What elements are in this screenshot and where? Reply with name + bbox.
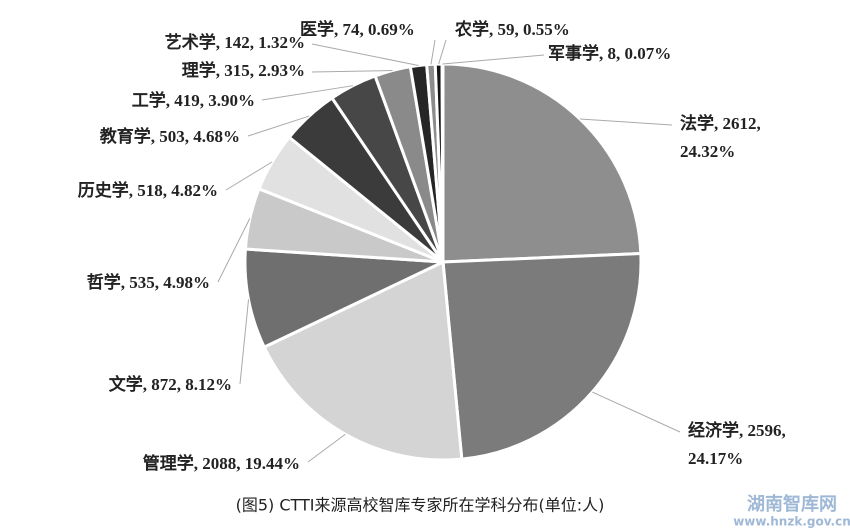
pie-slice: [243, 247, 449, 350]
leader-line: [592, 391, 681, 433]
leader-line: [442, 54, 545, 65]
data-label: 历史学, 518, 4.82%: [78, 180, 218, 200]
data-label: 农学, 59, 0.55%: [454, 19, 570, 39]
leader-line: [430, 39, 436, 65]
data-label: 教育学, 503, 4.68%: [99, 126, 240, 146]
leader-line: [261, 85, 353, 101]
data-label: 理学, 315, 2.93%: [182, 60, 305, 80]
leader-line: [579, 118, 673, 126]
pie-slice: [441, 251, 643, 461]
watermark-url: www.hnzk.gov.cn: [733, 515, 850, 529]
leader-line: [438, 39, 447, 65]
data-label: 医学, 74, 0.69%: [300, 19, 415, 39]
leader-line: [307, 433, 346, 463]
data-label: 文学, 872, 8.12%: [109, 374, 232, 394]
leader-line: [247, 115, 310, 137]
data-label: 工学, 419, 3.90%: [132, 90, 255, 110]
data-label: 经济学, 2596, 24.17%: [688, 420, 786, 468]
leader-line: [311, 70, 393, 73]
data-label: 军事学, 8, 0.07%: [548, 43, 671, 63]
data-label: 艺术学, 142, 1.32%: [165, 32, 305, 52]
pie-slice: [440, 62, 445, 263]
data-label: 哲学, 535, 4.98%: [87, 272, 210, 292]
chart-title: (图5) CTTI来源高校智库专家所在学科分布(单位:人): [236, 496, 605, 515]
data-label: 管理学, 2088, 19.44%: [143, 453, 300, 473]
pie-slice: [262, 259, 464, 462]
pie-slice: [441, 62, 643, 264]
leader-line: [239, 299, 250, 385]
leader-line: [311, 43, 419, 67]
leader-line: [217, 218, 251, 283]
data-label: 法学, 2612, 24.32%: [680, 113, 761, 161]
leader-line: [225, 161, 273, 191]
watermark-name: 湖南智库网: [747, 493, 837, 515]
